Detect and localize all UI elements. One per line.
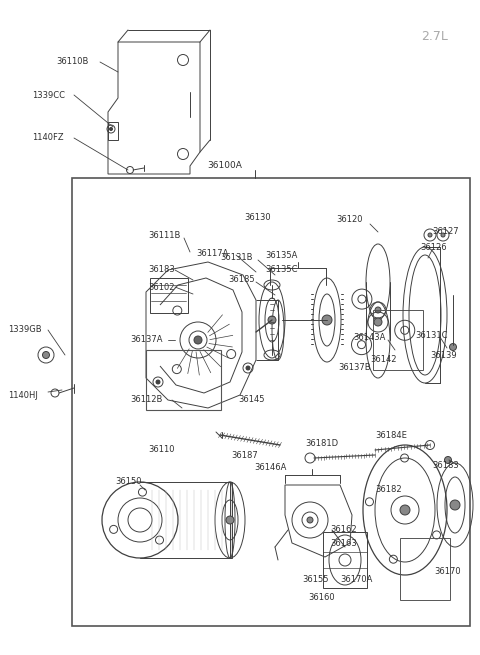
- Text: 36137A: 36137A: [130, 335, 163, 345]
- Text: 36111B: 36111B: [148, 231, 180, 240]
- Circle shape: [246, 366, 250, 370]
- Circle shape: [441, 233, 445, 237]
- Text: 36131B: 36131B: [220, 253, 252, 263]
- Text: 36163: 36163: [330, 540, 357, 548]
- Circle shape: [322, 315, 332, 325]
- Text: 36160: 36160: [309, 593, 336, 601]
- Text: 36127: 36127: [432, 227, 458, 236]
- Circle shape: [268, 316, 276, 324]
- Text: 36184E: 36184E: [375, 430, 407, 440]
- Text: 36130: 36130: [245, 214, 271, 223]
- Text: 2.7L: 2.7L: [421, 30, 448, 43]
- Text: 36182: 36182: [375, 485, 402, 495]
- Text: 36170A: 36170A: [340, 576, 372, 584]
- Text: 1339CC: 1339CC: [32, 90, 65, 100]
- Text: 36162: 36162: [330, 525, 357, 534]
- Circle shape: [109, 128, 112, 130]
- Text: 36110B: 36110B: [56, 58, 88, 67]
- Bar: [150, 278, 188, 313]
- Text: 36110: 36110: [149, 445, 175, 455]
- Circle shape: [156, 380, 160, 384]
- Circle shape: [449, 343, 456, 350]
- Text: 36183: 36183: [148, 265, 175, 274]
- Text: 36155: 36155: [302, 576, 328, 584]
- Text: 36139: 36139: [430, 350, 456, 360]
- Circle shape: [428, 233, 432, 237]
- Bar: [146, 350, 221, 410]
- Text: 36183: 36183: [432, 460, 459, 470]
- Bar: [72, 178, 470, 626]
- Text: 1140HJ: 1140HJ: [8, 390, 38, 400]
- Circle shape: [375, 307, 381, 313]
- Bar: [230, 482, 232, 558]
- Circle shape: [43, 352, 49, 358]
- Text: 36187: 36187: [232, 451, 258, 460]
- Text: 36146A: 36146A: [254, 464, 286, 472]
- Text: 36135C: 36135C: [265, 265, 298, 274]
- Circle shape: [194, 336, 202, 344]
- Bar: [373, 310, 423, 370]
- Circle shape: [450, 500, 460, 510]
- Text: 36170: 36170: [434, 567, 461, 576]
- Text: 36112B: 36112B: [130, 396, 162, 405]
- Bar: [400, 538, 450, 600]
- Text: 36102: 36102: [148, 282, 175, 291]
- Text: 36137B: 36137B: [338, 364, 371, 373]
- Text: 36185: 36185: [228, 276, 254, 284]
- Text: 36131C: 36131C: [415, 331, 447, 339]
- Circle shape: [307, 517, 313, 523]
- Circle shape: [226, 516, 234, 524]
- Bar: [323, 532, 367, 588]
- Text: 36150: 36150: [115, 477, 142, 487]
- Text: 36126: 36126: [420, 244, 446, 252]
- Circle shape: [374, 318, 382, 326]
- Text: 36181D: 36181D: [305, 438, 338, 447]
- Text: 36145: 36145: [239, 396, 265, 405]
- Text: 36120: 36120: [337, 215, 363, 225]
- Text: 36142: 36142: [370, 356, 396, 364]
- Text: 36143A: 36143A: [353, 333, 385, 343]
- Circle shape: [444, 457, 452, 464]
- Text: 36100A: 36100A: [207, 160, 242, 170]
- Text: 36135A: 36135A: [265, 250, 298, 259]
- Text: 1339GB: 1339GB: [8, 326, 42, 335]
- Bar: [108, 122, 118, 140]
- Circle shape: [400, 505, 410, 515]
- Text: 1140FZ: 1140FZ: [32, 134, 64, 143]
- Text: 36117A: 36117A: [196, 248, 228, 257]
